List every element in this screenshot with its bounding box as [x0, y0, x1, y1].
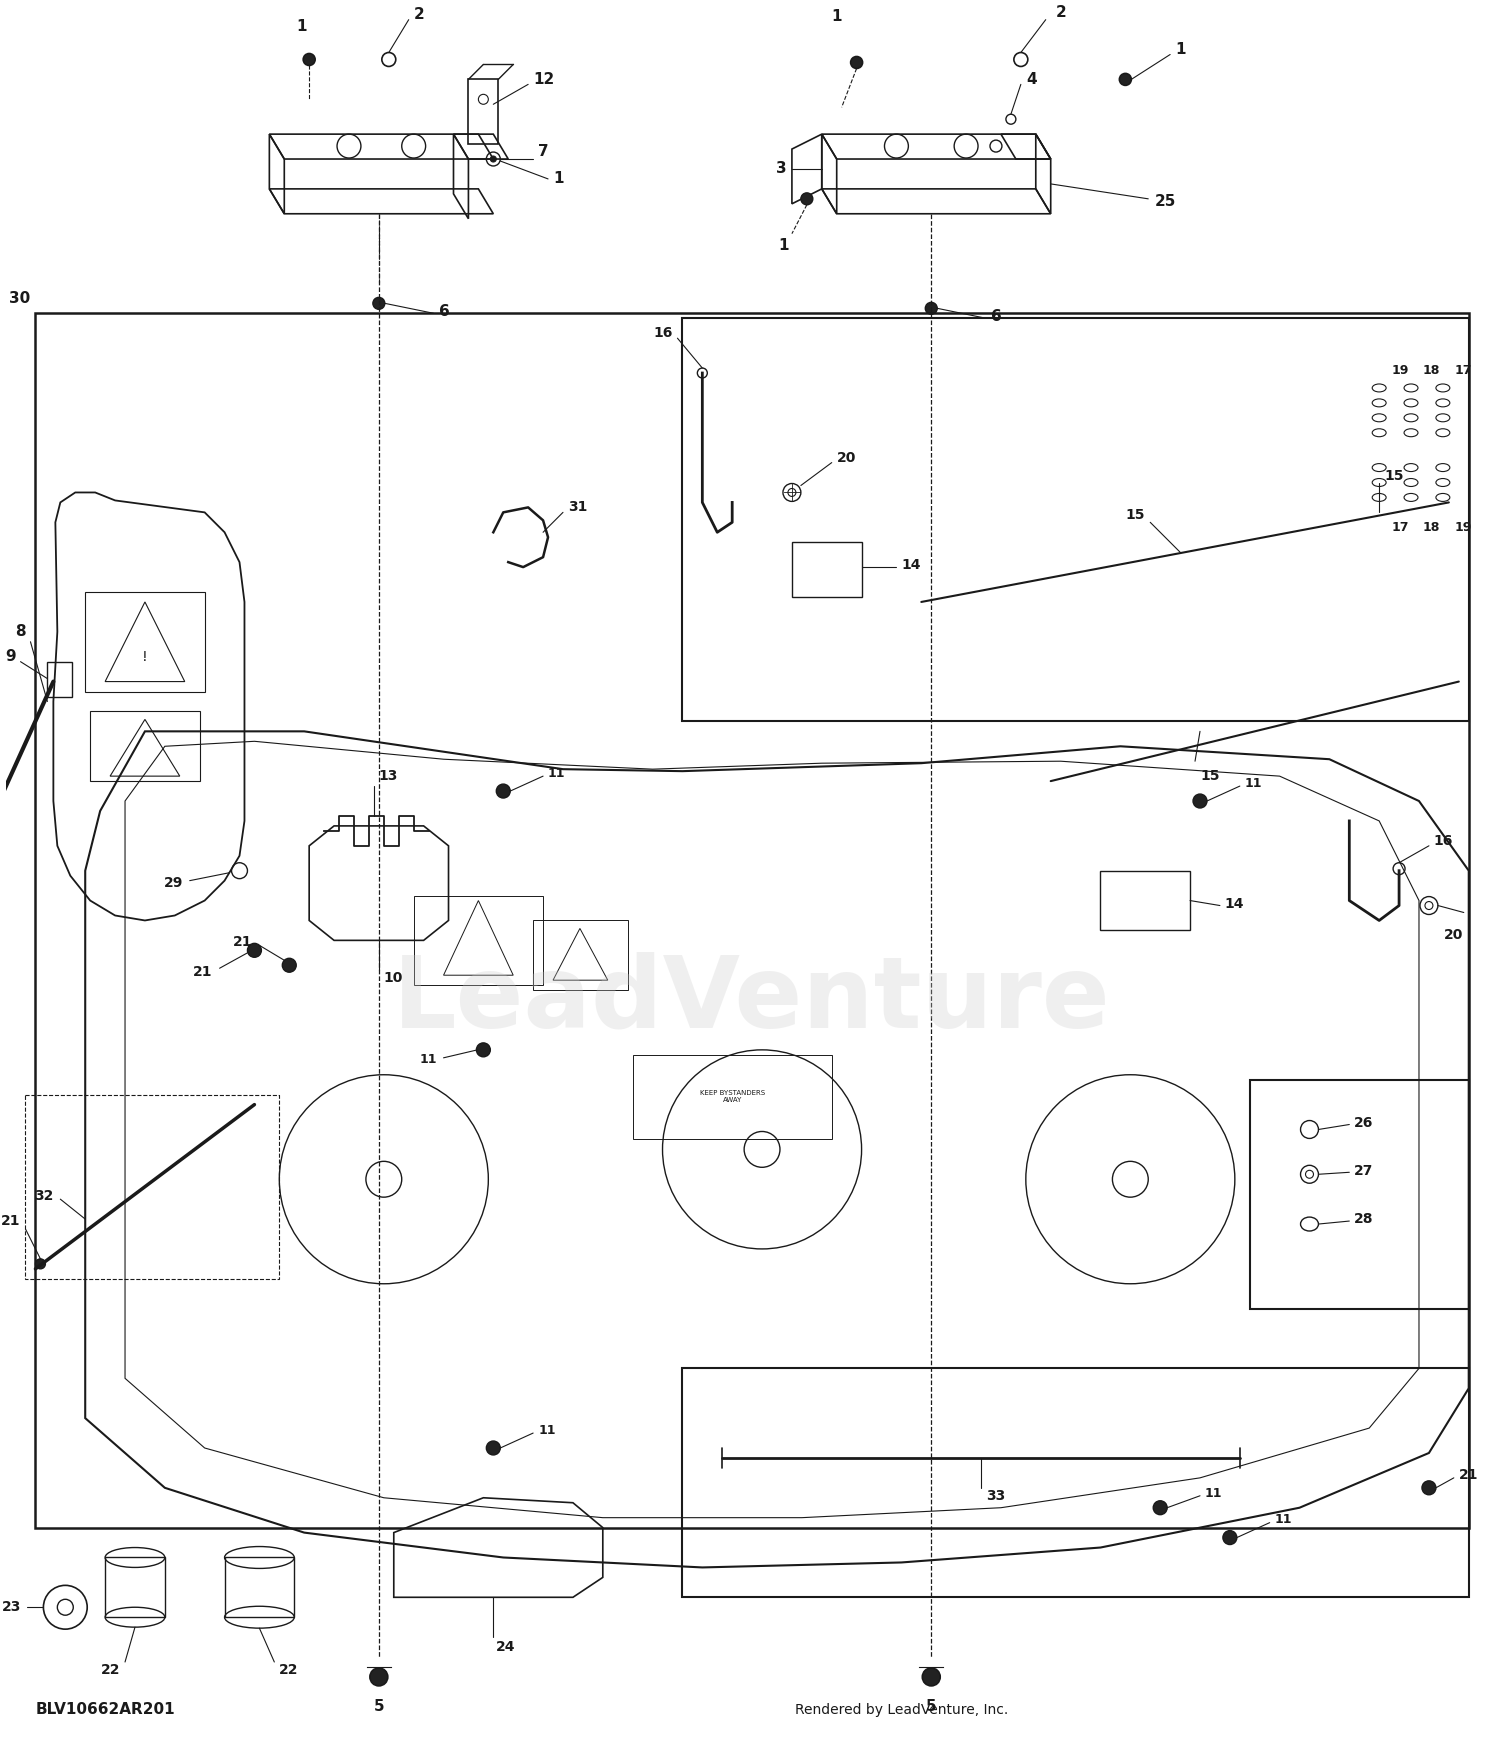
Text: 11: 11 [548, 766, 566, 780]
Text: 30: 30 [9, 290, 30, 306]
Circle shape [486, 1440, 501, 1454]
Bar [414, 896, 543, 985]
Text: 3: 3 [777, 161, 788, 177]
Bar [682, 1368, 1468, 1598]
Text: Rendered by LeadVenture, Inc.: Rendered by LeadVenture, Inc. [795, 1703, 1008, 1717]
Text: LeadVenture: LeadVenture [393, 952, 1112, 1048]
Circle shape [496, 784, 510, 798]
Text: 23: 23 [2, 1600, 21, 1614]
Text: 11: 11 [419, 1054, 436, 1066]
Bar [792, 542, 861, 597]
Circle shape [1119, 74, 1131, 86]
Circle shape [1192, 794, 1208, 808]
Text: 15: 15 [1126, 507, 1146, 522]
Text: 16: 16 [652, 326, 672, 340]
Text: 1: 1 [296, 19, 306, 35]
Text: 11: 11 [1204, 1488, 1222, 1500]
Circle shape [248, 943, 261, 957]
Text: 11: 11 [1275, 1514, 1292, 1526]
Text: 21: 21 [1460, 1468, 1479, 1482]
Circle shape [490, 156, 496, 163]
Bar [48, 662, 72, 696]
Text: 21: 21 [232, 934, 252, 948]
Text: 4: 4 [1026, 72, 1036, 88]
Text: 31: 31 [568, 500, 588, 514]
Text: 33: 33 [986, 1489, 1005, 1503]
Text: 14: 14 [1226, 896, 1245, 910]
Bar [225, 1558, 294, 1617]
Bar [105, 1558, 165, 1617]
Text: 13: 13 [380, 770, 398, 784]
Bar [36, 313, 1468, 1528]
Circle shape [303, 54, 315, 65]
Bar [1101, 872, 1190, 931]
Text: 19: 19 [1455, 522, 1472, 534]
Bar [26, 1096, 279, 1279]
Text: 16: 16 [1434, 833, 1454, 847]
Text: KEEP BYSTANDERS
AWAY: KEEP BYSTANDERS AWAY [699, 1090, 765, 1102]
Text: !: ! [142, 649, 148, 663]
Text: 24: 24 [496, 1640, 516, 1654]
Bar [1250, 1080, 1468, 1309]
Text: 2: 2 [1056, 5, 1066, 21]
Text: 1: 1 [778, 238, 789, 254]
Circle shape [370, 1668, 388, 1685]
Circle shape [282, 959, 296, 973]
Text: 21: 21 [194, 966, 213, 980]
Text: 6: 6 [438, 304, 450, 318]
Text: 15: 15 [1384, 469, 1404, 483]
Text: 18: 18 [1424, 364, 1440, 376]
Circle shape [36, 1258, 45, 1269]
Text: 6: 6 [992, 308, 1002, 324]
Circle shape [922, 1668, 940, 1685]
Text: 1: 1 [831, 9, 842, 24]
Text: 11: 11 [1245, 777, 1263, 789]
Text: 25: 25 [1155, 194, 1176, 210]
Text: 20: 20 [1444, 929, 1462, 943]
Text: 17: 17 [1455, 364, 1473, 376]
Text: 12: 12 [532, 72, 555, 88]
Bar [633, 1055, 831, 1139]
Text: 28: 28 [1354, 1213, 1374, 1227]
Text: 1: 1 [554, 172, 564, 187]
Text: 17: 17 [1390, 522, 1408, 534]
Text: 15: 15 [1200, 770, 1219, 784]
Text: 5: 5 [374, 1699, 384, 1715]
Text: 8: 8 [15, 625, 26, 639]
Text: 27: 27 [1354, 1164, 1374, 1178]
Text: 26: 26 [1354, 1115, 1374, 1129]
Bar [86, 592, 204, 691]
Text: 19: 19 [1390, 364, 1408, 376]
Text: 18: 18 [1424, 522, 1440, 534]
Text: 14: 14 [902, 558, 921, 572]
Text: 1: 1 [1174, 42, 1185, 58]
Circle shape [477, 1043, 490, 1057]
Text: BLV10662AR201: BLV10662AR201 [36, 1701, 176, 1717]
Text: 7: 7 [538, 144, 549, 159]
Bar [90, 712, 200, 780]
Text: 32: 32 [34, 1190, 54, 1204]
Text: 22: 22 [100, 1662, 120, 1676]
Circle shape [374, 298, 386, 310]
Circle shape [1222, 1531, 1238, 1545]
Text: 21: 21 [2, 1214, 21, 1228]
Text: 11: 11 [538, 1423, 555, 1437]
Circle shape [1422, 1480, 1436, 1494]
Circle shape [801, 192, 813, 205]
Text: 5: 5 [926, 1699, 936, 1715]
Text: 29: 29 [164, 875, 183, 889]
Circle shape [1154, 1502, 1167, 1516]
Circle shape [850, 56, 862, 68]
Text: 22: 22 [279, 1662, 298, 1676]
Text: 20: 20 [837, 450, 856, 464]
Circle shape [926, 303, 938, 315]
Bar [682, 318, 1468, 721]
Text: 2: 2 [414, 7, 424, 23]
Bar [532, 920, 627, 990]
Text: 10: 10 [384, 971, 404, 985]
Text: 9: 9 [4, 649, 15, 665]
